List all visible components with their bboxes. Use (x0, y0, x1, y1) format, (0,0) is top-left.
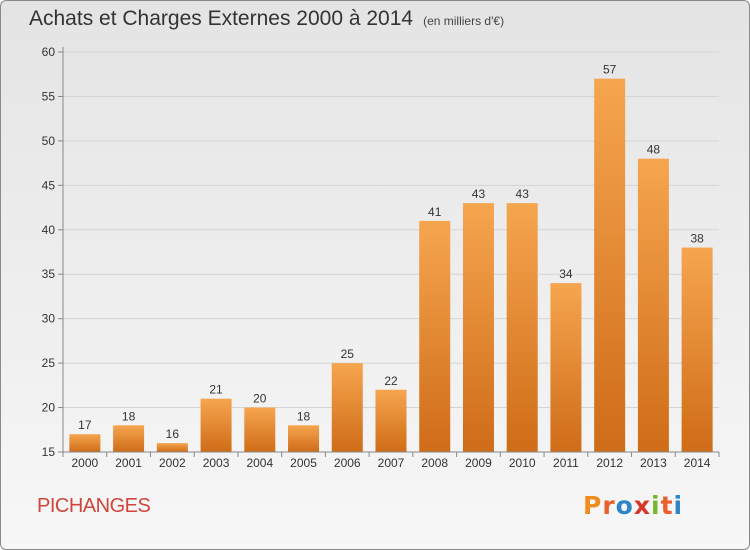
y-tick-label: 45 (42, 178, 56, 192)
bar (69, 434, 101, 452)
bar (550, 283, 582, 452)
bar (419, 220, 451, 452)
x-tick-label: 2014 (684, 456, 711, 470)
axes (58, 47, 720, 457)
title-text: Achats et Charges Externes 2000 à 2014 (29, 7, 414, 30)
x-tick-label: 2005 (290, 456, 317, 470)
labels: 15 20 25 30 35 40 45 50 55 60 17 2000 18 2001 16 2002 21… (42, 45, 711, 470)
x-tick-label: 2003 (203, 456, 230, 470)
bar (331, 363, 363, 452)
data-label: 48 (647, 143, 661, 157)
brand-letter: i (673, 491, 684, 520)
brand-logo: Proxiti (583, 491, 683, 520)
bar (637, 158, 669, 452)
x-tick-label: 2012 (596, 456, 623, 470)
bar (200, 398, 232, 452)
x-tick-label: 2007 (378, 456, 405, 470)
data-label: 57 (603, 63, 617, 77)
data-label: 34 (559, 267, 573, 281)
y-tick-label: 20 (42, 401, 56, 415)
data-label: 21 (209, 383, 223, 397)
unit-label: (en milliers d'€) (423, 14, 505, 28)
bar (681, 247, 713, 452)
data-label: 38 (690, 232, 704, 246)
x-tick-label: 2006 (334, 456, 361, 470)
data-label: 25 (341, 347, 355, 361)
brand-letter: i (651, 491, 661, 520)
y-tick-label: 15 (42, 445, 56, 459)
bar (244, 407, 276, 452)
x-tick-label: 2002 (159, 456, 186, 470)
data-label: 43 (516, 187, 530, 201)
brand-letter: o (615, 491, 634, 520)
y-tick-label: 40 (42, 223, 56, 237)
x-tick-label: 2004 (246, 456, 273, 470)
location-name: PICHANGES (37, 495, 151, 517)
brand-letter: t (660, 491, 674, 520)
x-tick-label: 2009 (465, 456, 492, 470)
data-label: 16 (166, 427, 180, 441)
data-label: 18 (122, 409, 136, 423)
brand-letter: P (583, 491, 603, 520)
data-label: 18 (297, 409, 311, 423)
x-tick-label: 2008 (421, 456, 448, 470)
y-tick-label: 60 (42, 45, 56, 59)
bar (113, 425, 145, 452)
y-tick-label: 55 (42, 89, 56, 103)
x-tick-label: 2010 (509, 456, 536, 470)
x-tick-label: 2001 (115, 456, 142, 470)
brand-letter: r (602, 491, 616, 520)
bar (156, 443, 188, 452)
x-tick-label: 2013 (640, 456, 667, 470)
y-tick-label: 25 (42, 356, 56, 370)
data-label: 43 (472, 187, 486, 201)
data-label: 17 (78, 418, 92, 432)
x-tick-label: 2000 (72, 456, 99, 470)
data-label: 41 (428, 205, 442, 219)
bar (462, 203, 494, 452)
bar (375, 389, 407, 452)
data-label: 22 (384, 374, 398, 388)
bar (506, 203, 538, 452)
bars (69, 78, 713, 453)
y-tick-label: 35 (42, 267, 56, 281)
bar (594, 78, 626, 453)
data-label: 20 (253, 392, 267, 406)
chart-title: Achats et Charges Externes 2000 à 2014 (e… (29, 7, 504, 31)
x-tick-label: 2011 (553, 456, 579, 470)
y-tick-label: 50 (42, 134, 56, 148)
bar (288, 425, 320, 452)
y-tick-label: 30 (42, 312, 56, 326)
brand-letter: x (633, 491, 651, 520)
